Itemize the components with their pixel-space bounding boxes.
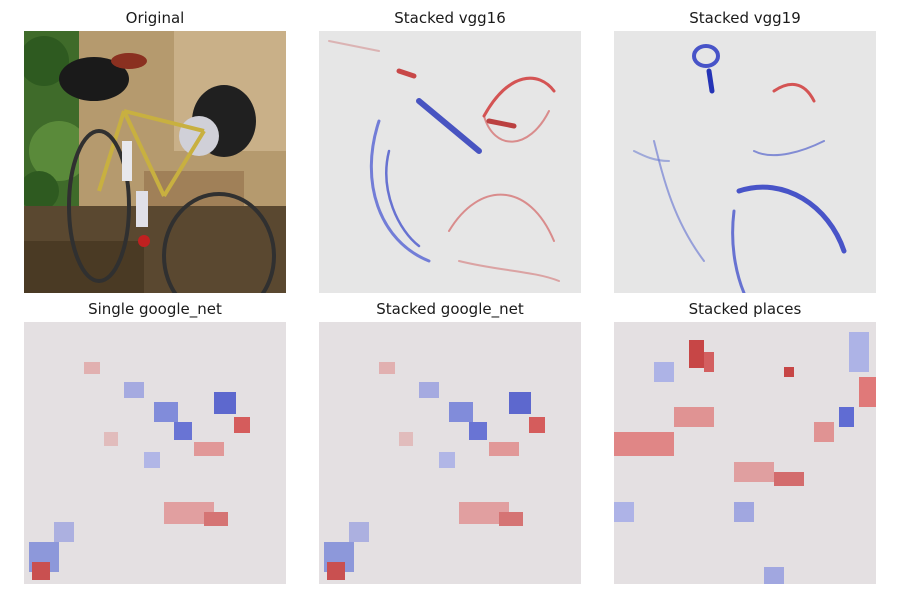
saliency-map	[24, 322, 286, 584]
saliency-map	[614, 31, 876, 293]
panel-title: Stacked vgg19	[689, 9, 801, 27]
original-photo	[24, 31, 286, 293]
panel-title: Original	[125, 9, 185, 27]
saliency-map	[319, 322, 581, 584]
panel-title: Stacked places	[688, 300, 802, 318]
saliency-map	[319, 31, 581, 293]
panel-title: Single google_net	[88, 300, 222, 318]
panel-title: Stacked google_net	[376, 300, 524, 318]
saliency-map	[614, 322, 876, 584]
panel-title: Stacked vgg16	[394, 9, 506, 27]
